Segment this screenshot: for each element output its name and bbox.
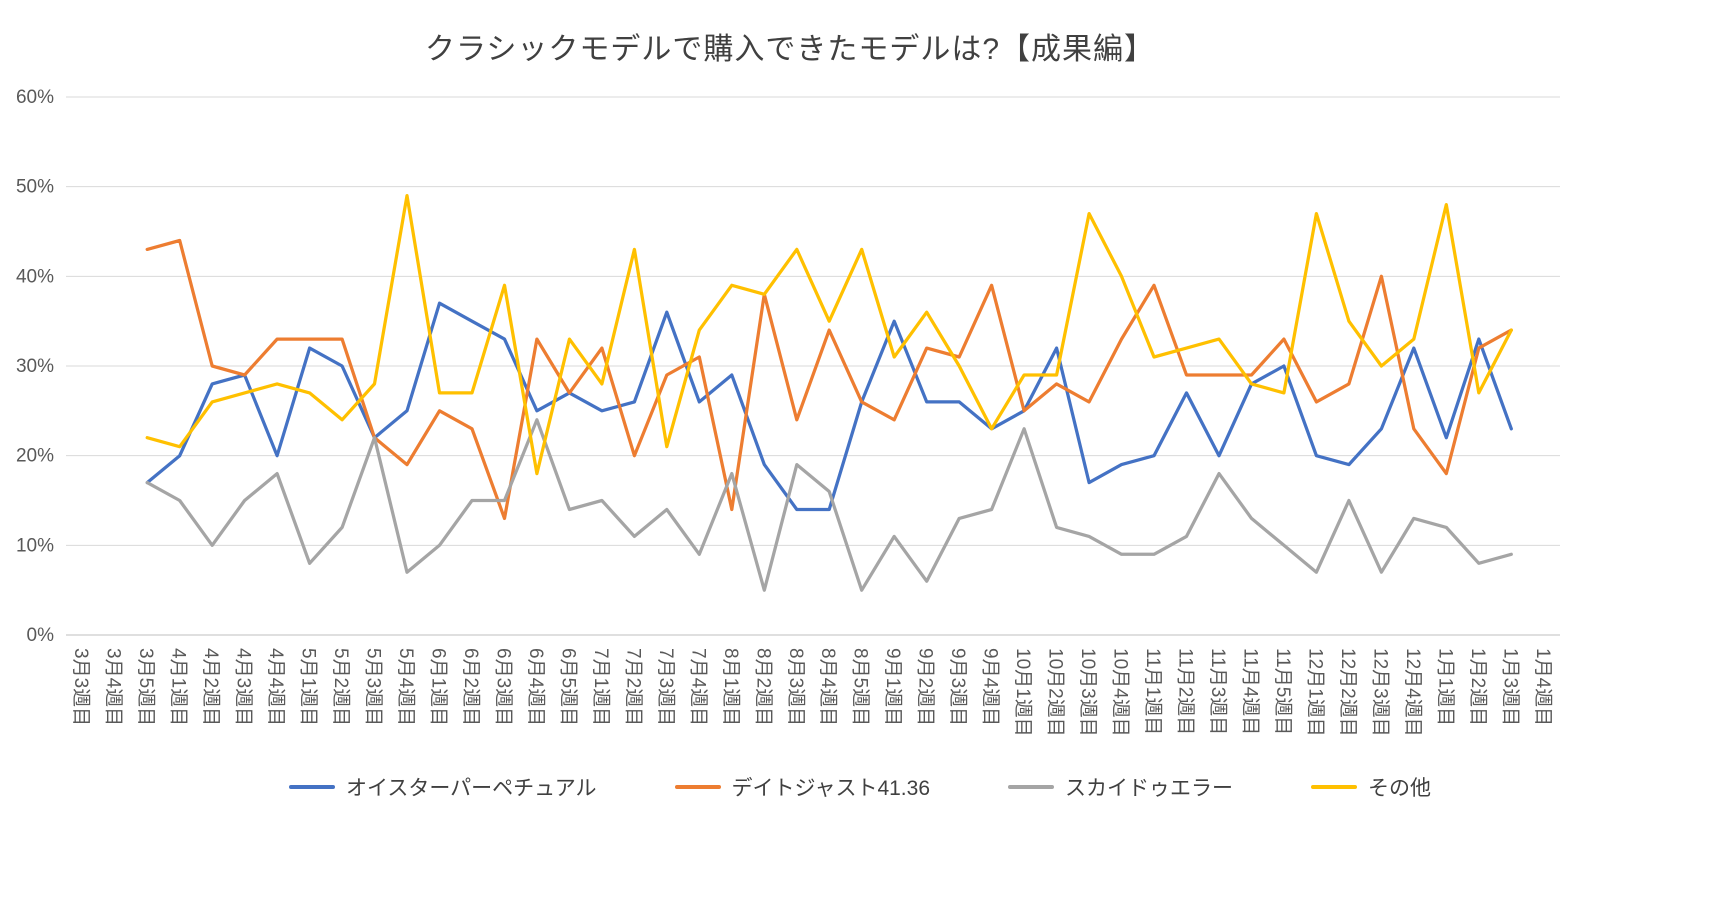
legend-line-swatch-oyster-perpetual <box>288 785 335 789</box>
x-axis-tick-label: 9月2週目 <box>915 648 937 726</box>
series-line-sky-dweller[interactable] <box>145 418 1513 592</box>
x-axis-tick-label: 8月3週目 <box>785 648 807 726</box>
x-axis-tick-label: 8月1週目 <box>720 648 742 726</box>
x-axis-tick-label: 10月4週目 <box>1110 648 1132 737</box>
x-axis-tick-label: 8月5週目 <box>850 648 872 726</box>
legend-line-swatch-other <box>1311 785 1358 789</box>
y-axis-tick-label: 0% <box>27 625 55 646</box>
x-axis-tick-label: 5月2週目 <box>330 648 352 726</box>
x-axis-tick-label: 9月1週目 <box>882 648 904 726</box>
legend-item-datejust-41-36[interactable]: デイトジャスト41.36 <box>674 772 931 802</box>
x-axis-tick-label: 6月4週目 <box>525 648 547 726</box>
x-axis-tick-label: 6月1週目 <box>428 648 450 726</box>
x-axis-tick-label: 6月3週目 <box>493 648 515 726</box>
x-axis-tick-label: 4月1週目 <box>168 648 190 726</box>
legend-item-oyster-perpetual[interactable]: オイスターパーペチュアル <box>288 772 597 802</box>
x-axis-tick-label: 7月3週目 <box>655 648 677 726</box>
x-axis-tick-label: 5月1週目 <box>298 648 320 726</box>
y-axis-tick-label: 20% <box>16 446 54 467</box>
y-axis-tick-label: 40% <box>16 266 54 287</box>
x-axis-tick-label: 1月2週目 <box>1467 648 1489 726</box>
x-axis-tick-label: 7月4週目 <box>687 648 709 726</box>
legend-item-other[interactable]: その他 <box>1311 772 1431 802</box>
x-axis-tick-label: 12月4週目 <box>1402 648 1424 737</box>
x-axis-tick-label: 11月1週目 <box>1142 648 1164 735</box>
legend-line-swatch-datejust-41-36 <box>674 785 721 789</box>
x-axis-tick-label: 6月5週目 <box>557 648 579 726</box>
legend-line-swatch-sky-dweller <box>1008 785 1055 789</box>
x-axis-tick-label: 4月2週目 <box>200 648 222 726</box>
legend-label: オイスターパーペチュアル <box>345 777 597 800</box>
x-axis-tick-label: 12月1週目 <box>1304 648 1326 737</box>
x-axis-tick-label: 10月3週目 <box>1077 648 1099 737</box>
x-axis-tick-label: 9月3週目 <box>947 648 969 726</box>
chart-legend: オイスターパーペチュアル デイトジャスト41.36 スカイドゥエラー その他 <box>60 772 1660 802</box>
x-axis-tick-label: 11月5週目 <box>1272 648 1294 735</box>
x-axis-tick-label: 5月3週目 <box>363 648 385 726</box>
y-axis-tick-label: 30% <box>16 356 54 377</box>
x-axis-tick-label: 3月5週目 <box>135 648 157 726</box>
x-axis-tick-label: 4月4週目 <box>265 648 287 726</box>
x-axis-tick-label: 6月2週目 <box>460 648 482 726</box>
x-axis-tick-label: 10月2週目 <box>1045 648 1067 737</box>
x-axis-tick-label: 11月4週目 <box>1240 648 1262 735</box>
x-axis-tick-label: 10月1週目 <box>1012 648 1034 737</box>
y-axis-tick-label: 50% <box>16 177 54 198</box>
y-axis-tick-label: 10% <box>16 535 54 556</box>
x-axis-tick-label: 1月3週目 <box>1499 648 1521 726</box>
series-line-other[interactable] <box>145 193 1513 476</box>
x-axis-tick-label: 7月2週目 <box>622 648 644 726</box>
line-chart-canvas: 0% 10% 20% 30% 40% 50% 60% 3月3週目 3月4週目 3月5週目 4月1週目… <box>16 87 1560 737</box>
x-axis-tick-label: 7月1週目 <box>590 648 612 726</box>
chart-title: クラシックモデルで購入できたモデルは?【成果編】 <box>424 33 1156 66</box>
y-axis-tick-label: 60% <box>16 87 54 108</box>
x-axis-tick-label: 3月3週目 <box>70 648 92 726</box>
x-axis-tick-label: 11月2週目 <box>1175 648 1197 735</box>
x-axis-tick-label: 5月4週目 <box>395 648 417 726</box>
legend-label: スカイドゥエラー <box>1065 777 1234 800</box>
x-axis-tick-label: 3月4週目 <box>103 648 125 726</box>
x-axis-tick-label: 1月4週目 <box>1532 648 1554 726</box>
x-axis-tick-label: 12月2週目 <box>1337 648 1359 737</box>
x-axis-tick-label: 8月4週目 <box>817 648 839 726</box>
x-axis-tick-label: 12月3週目 <box>1369 648 1391 737</box>
x-axis-tick-label: 8月2週目 <box>752 648 774 726</box>
legend-label: その他 <box>1368 777 1432 800</box>
x-axis-tick-label: 11月3週目 <box>1207 648 1229 735</box>
legend-label: デイトジャスト41.36 <box>731 777 931 800</box>
x-axis-tick-label: 4月3週目 <box>233 648 255 726</box>
series-line-datejust-41-36[interactable] <box>145 238 1513 521</box>
x-axis-tick-label: 1月1週目 <box>1434 648 1456 726</box>
legend-item-sky-dweller[interactable]: スカイドゥエラー <box>1008 772 1233 802</box>
x-axis-tick-label: 9月4週目 <box>980 648 1002 726</box>
